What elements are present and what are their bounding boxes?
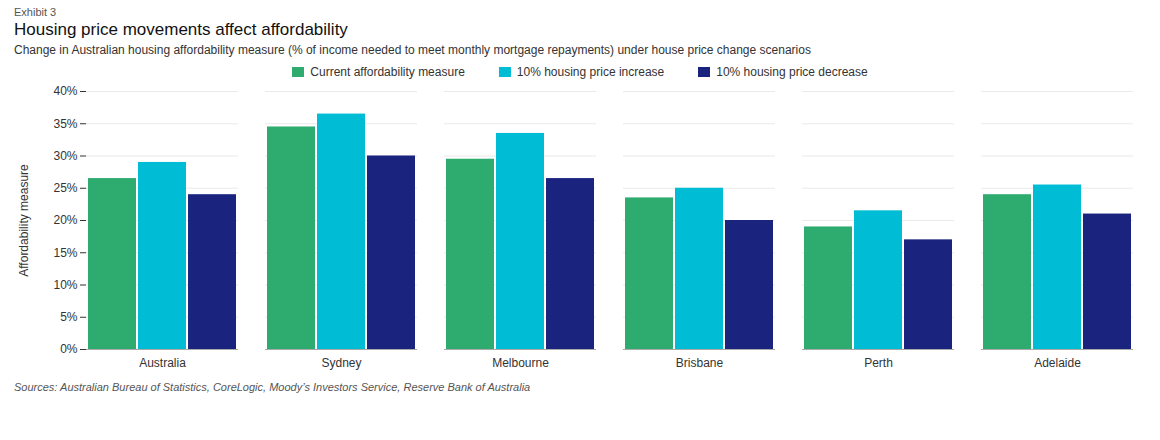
svg-text:30%: 30%	[53, 149, 77, 163]
svg-text:Australia: Australia	[139, 356, 186, 370]
svg-text:0%: 0%	[60, 342, 78, 356]
svg-text:Sydney: Sydney	[321, 356, 361, 370]
html-text:Housing price movements affect: Housing price movements affect affordabi…	[14, 20, 348, 39]
svg-text:15%: 15%	[53, 246, 77, 260]
svg-text:40%: 40%	[53, 84, 77, 98]
svg-text:Adelaide: Adelaide	[1034, 356, 1081, 370]
html-text:10% housing price increase: 10% housing price increase	[516, 65, 665, 79]
svg-text:Affordability measure: Affordability measure	[17, 164, 31, 277]
html-text:10% housing price decrease: 10% housing price decrease	[716, 65, 868, 79]
html-text:Sources: Australian Bureau of: Sources: Australian Bureau of Statistics…	[14, 381, 531, 393]
svg-text:Perth: Perth	[864, 356, 893, 370]
svg-text:Brisbane: Brisbane	[676, 356, 724, 370]
svg-text:5%: 5%	[60, 310, 78, 324]
svg-text:25%: 25%	[53, 181, 77, 195]
svg-text:20%: 20%	[53, 213, 77, 227]
svg-text:Melbourne: Melbourne	[492, 356, 549, 370]
html-text:Exhibit 3: Exhibit 3	[14, 6, 57, 18]
html-text:Change in Australian housing a: Change in Australian housing affordabili…	[14, 43, 811, 57]
svg-text:10%: 10%	[53, 278, 77, 292]
html-text:Current affordability measure: Current affordability measure	[310, 65, 465, 79]
svg-text:35%: 35%	[53, 117, 77, 131]
